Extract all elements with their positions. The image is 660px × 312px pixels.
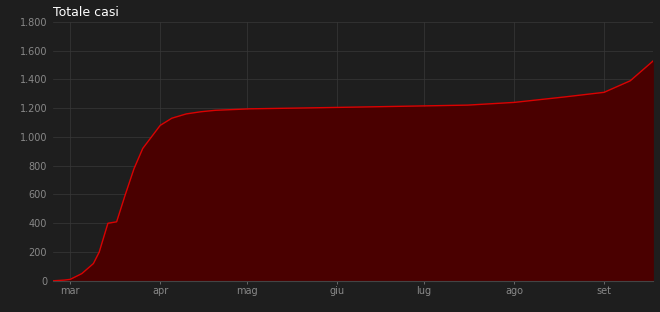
Text: Totale casi: Totale casi: [53, 6, 119, 19]
